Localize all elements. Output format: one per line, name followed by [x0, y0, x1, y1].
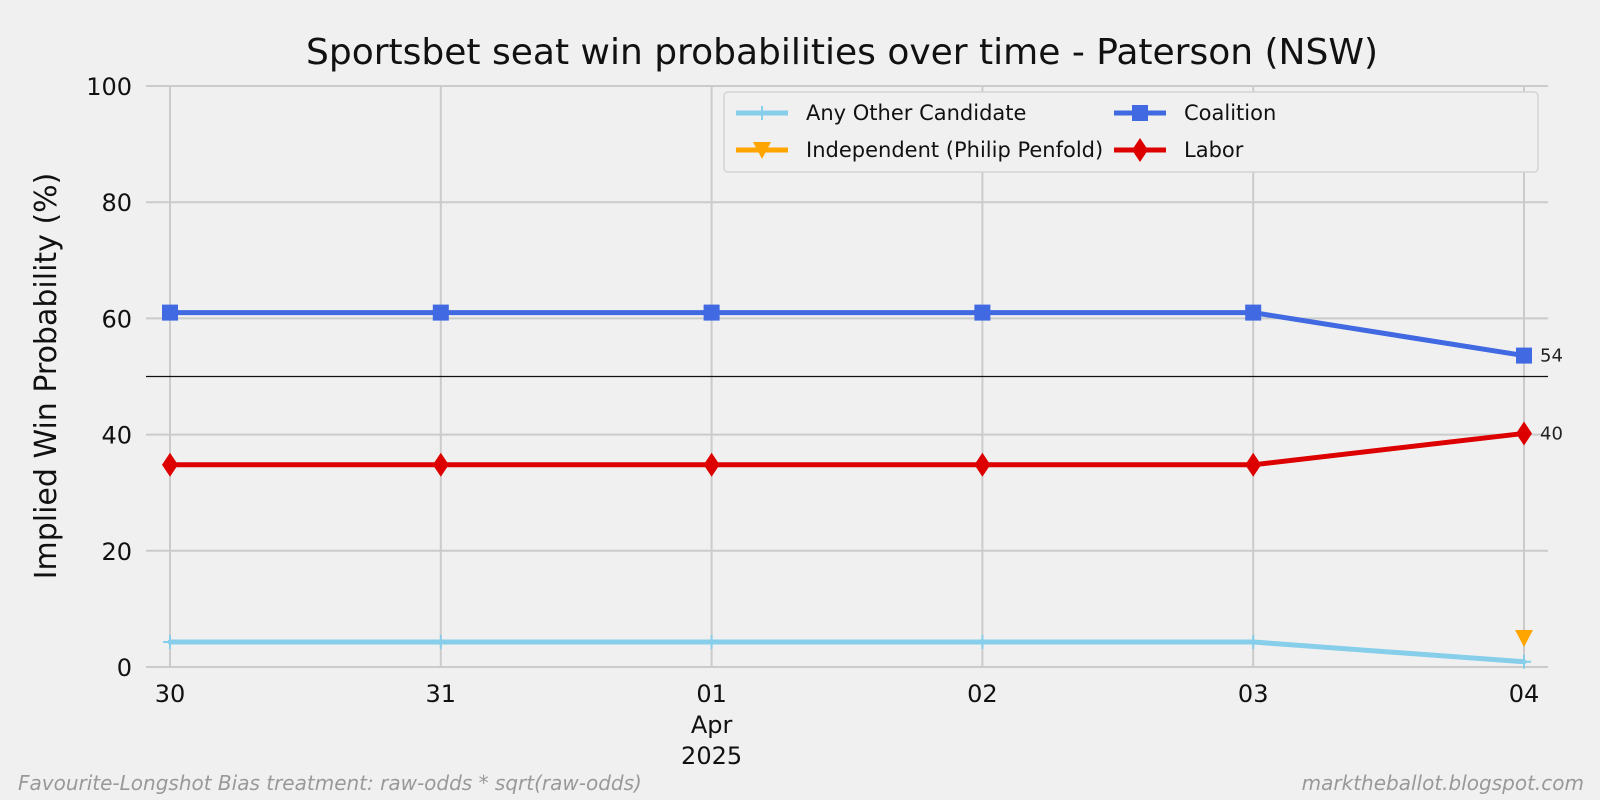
x-tick-label: 02 — [967, 680, 998, 708]
data-point-any-other-candidate — [163, 635, 177, 650]
data-point-labor — [703, 452, 720, 477]
series-independent-philip-penfold — [1515, 629, 1533, 647]
y-tick-label: 80 — [101, 189, 132, 217]
data-point-labor — [1516, 421, 1532, 446]
legend-item-independent-philip-penfold: Independent (Philip Penfold) — [736, 138, 1103, 162]
y-tick-label: 60 — [101, 305, 132, 333]
legend-item-labor: Labor — [1114, 138, 1244, 162]
series-labor: 40 — [162, 421, 1563, 477]
series-line-labor — [167, 430, 1527, 468]
y-tick-label: 20 — [101, 538, 132, 566]
y-tick-label: 100 — [86, 73, 132, 101]
x-tick-label: 31 — [426, 680, 457, 708]
x-tick-label: 30 — [155, 680, 186, 708]
series-any-other-candidate — [163, 635, 1531, 669]
data-point-any-other-candidate — [1246, 635, 1261, 650]
legend-marker — [753, 142, 771, 159]
series-coalition: 54 — [162, 304, 1563, 367]
data-point-any-other-candidate — [433, 635, 448, 650]
data-point-any-other-candidate — [1517, 654, 1531, 669]
legend-label: Independent (Philip Penfold) — [806, 138, 1103, 162]
legend-item-coalition: Coalition — [1114, 101, 1276, 125]
data-point-coalition — [974, 304, 991, 321]
series-line-any-other-candidate — [167, 639, 1527, 665]
data-point-labor — [162, 452, 178, 477]
x-tick-label: 04 — [1509, 680, 1540, 708]
footer-credit: marktheballot.blogspot.com — [1302, 771, 1584, 795]
data-point-labor — [974, 452, 991, 477]
end-label-coalition: 54 — [1540, 346, 1563, 367]
data-point-coalition — [432, 304, 449, 321]
axes: 0 20 40 60 80 100 30 31 01 02 03 04 Apr 2025 — [86, 73, 1539, 770]
data-point-any-other-candidate — [975, 635, 990, 650]
legend-label: Coalition — [1184, 101, 1276, 125]
legend: Any Other Candidate Independent (Philip P… — [723, 91, 1539, 173]
data-point-labor — [432, 452, 449, 477]
y-tick-label: 0 — [117, 654, 132, 682]
x-tick-month: Apr — [691, 711, 733, 739]
series-group: 54 40 — [162, 304, 1563, 669]
legend-marker — [755, 106, 769, 120]
chart-title: Sportsbet seat win probabilities over ti… — [306, 32, 1378, 73]
x-tick-label: 03 — [1238, 680, 1269, 708]
y-axis-label: Implied Win Probability (%) — [29, 173, 64, 580]
data-point-any-other-candidate — [704, 635, 719, 650]
data-point-independent-philip-penfold — [1515, 629, 1533, 647]
y-tick-label: 40 — [101, 422, 132, 450]
series-line-coalition — [167, 310, 1527, 359]
legend-marker — [1132, 138, 1148, 162]
footer-note: Favourite-Longshot Bias treatment: raw-o… — [18, 771, 642, 795]
data-point-coalition — [703, 304, 720, 321]
data-point-coalition — [1245, 304, 1262, 321]
data-point-coalition — [162, 304, 178, 321]
legend-marker — [1132, 105, 1148, 121]
legend-label: Any Other Candidate — [806, 101, 1026, 125]
end-label-labor: 40 — [1540, 423, 1563, 444]
legend-box — [723, 91, 1539, 173]
x-tick-label: 01 — [696, 680, 727, 708]
legend-item-any-other-candidate: Any Other Candidate — [736, 101, 1026, 125]
data-point-coalition — [1516, 347, 1532, 364]
data-point-labor — [1245, 452, 1262, 477]
x-tick-year: 2025 — [681, 742, 742, 770]
legend-label: Labor — [1184, 138, 1244, 162]
